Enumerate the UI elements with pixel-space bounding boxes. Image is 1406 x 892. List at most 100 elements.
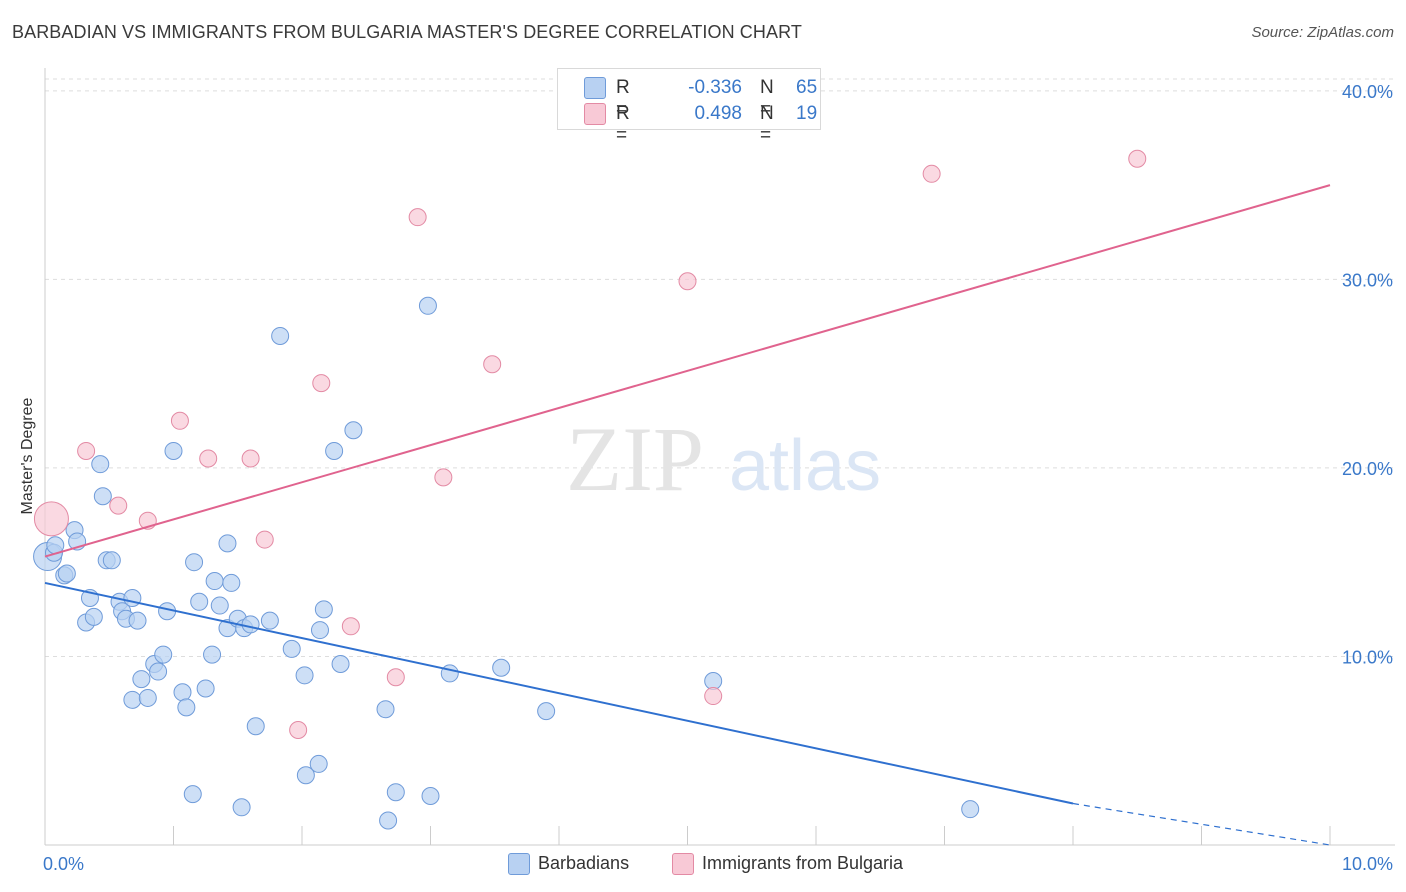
data-point (537, 702, 556, 721)
legend-n-value: 19 (796, 103, 818, 124)
data-point (91, 455, 110, 474)
data-point (210, 596, 229, 615)
data-point (314, 600, 333, 619)
y-tick-label: 30.0% (1342, 270, 1393, 290)
data-point (282, 639, 301, 658)
watermark-atlas: atlas (729, 426, 881, 506)
legend-swatch-blue (508, 853, 530, 875)
points-layer (33, 149, 1147, 830)
legend-label-barbadians: Barbadians (538, 853, 630, 873)
data-point (296, 766, 315, 785)
data-point (922, 164, 941, 183)
data-point (312, 374, 331, 393)
data-point (678, 272, 697, 291)
data-point (961, 800, 980, 819)
data-point (128, 611, 147, 630)
data-point (190, 592, 209, 611)
data-point (232, 798, 251, 817)
data-point (421, 786, 440, 805)
data-point (386, 668, 405, 687)
data-point (376, 700, 395, 719)
data-point (123, 690, 142, 709)
data-point (344, 421, 363, 440)
y-tick-label: 20.0% (1342, 459, 1393, 479)
data-point (440, 664, 459, 683)
x-tick-label: 10.0% (1342, 854, 1393, 874)
data-point (185, 553, 204, 572)
y-tick-label: 10.0% (1342, 647, 1393, 667)
data-point (483, 355, 502, 374)
data-point (177, 698, 196, 717)
data-point (1128, 149, 1147, 168)
data-point (255, 530, 274, 549)
data-point (183, 785, 202, 804)
data-point (164, 441, 183, 460)
data-point (149, 662, 168, 681)
data-point (154, 645, 173, 664)
data-point (77, 441, 96, 460)
data-point (33, 501, 69, 537)
legend-swatch-blue (584, 77, 606, 99)
trend-line-barbadians (44, 581, 1074, 805)
data-point (408, 208, 427, 227)
data-point (289, 720, 308, 739)
legend-label-bulgaria: Immigrants from Bulgaria (702, 853, 904, 873)
data-point (704, 671, 723, 690)
series-bulgaria (33, 149, 1147, 739)
data-point (102, 551, 121, 570)
data-point (386, 783, 405, 802)
trend-layer (44, 184, 1331, 846)
data-point (310, 621, 329, 640)
data-point (704, 687, 723, 706)
y-axis-label: Master's Degree (19, 397, 36, 515)
data-point (218, 534, 237, 553)
legend-n-value: 65 (796, 77, 818, 98)
data-point (260, 611, 279, 630)
legend-r-label: R = (616, 103, 630, 146)
legend-swatch-pink (584, 103, 606, 125)
data-point (271, 326, 290, 345)
legend-r-label: R = (616, 77, 630, 120)
data-point (379, 811, 398, 830)
data-point (222, 573, 241, 592)
data-point (295, 666, 314, 685)
data-point (241, 449, 260, 468)
data-point (241, 615, 260, 634)
data-point (492, 658, 511, 677)
data-point (325, 441, 344, 460)
legend-n-label: N = (760, 77, 774, 120)
source-label: Source: ZipAtlas.com (1251, 24, 1394, 41)
data-point (434, 468, 453, 487)
data-point (331, 655, 350, 674)
legend-n-label: N = (760, 103, 774, 146)
series-legend: Barbadians Immigrants from Bulgaria (0, 852, 1406, 878)
data-point (173, 683, 192, 702)
y-tick-label: 40.0% (1342, 82, 1393, 102)
watermark-zip: ZIP (566, 408, 704, 510)
data-point (57, 564, 76, 583)
watermark: ZIP atlas (566, 408, 881, 510)
tick-labels: 10.0% 20.0% 30.0% 40.0% 0.0% 10.0% (43, 82, 1393, 874)
legend-swatch-pink (672, 853, 694, 875)
data-point (170, 411, 189, 430)
chart-title: BARBADIAN VS IMMIGRANTS FROM BULGARIA MA… (12, 22, 802, 42)
data-point (132, 670, 151, 689)
data-point (84, 607, 103, 626)
data-point (309, 754, 328, 773)
trend-line-bulgaria (44, 184, 1331, 558)
data-point (93, 487, 112, 506)
series-barbadians (33, 296, 980, 830)
legend-r-value: 0.498 (694, 103, 742, 124)
data-point (418, 296, 437, 315)
data-point (341, 617, 360, 636)
data-point (203, 645, 222, 664)
data-point (196, 679, 215, 698)
x-tick-label: 0.0% (43, 854, 84, 874)
data-point (138, 688, 157, 707)
correlation-legend: R = -0.336 N = 65 R = 0.498 N = 19 (557, 68, 821, 146)
data-point (205, 572, 224, 591)
legend-r-value: -0.336 (688, 77, 742, 98)
data-point (109, 496, 128, 515)
data-point (246, 717, 265, 736)
